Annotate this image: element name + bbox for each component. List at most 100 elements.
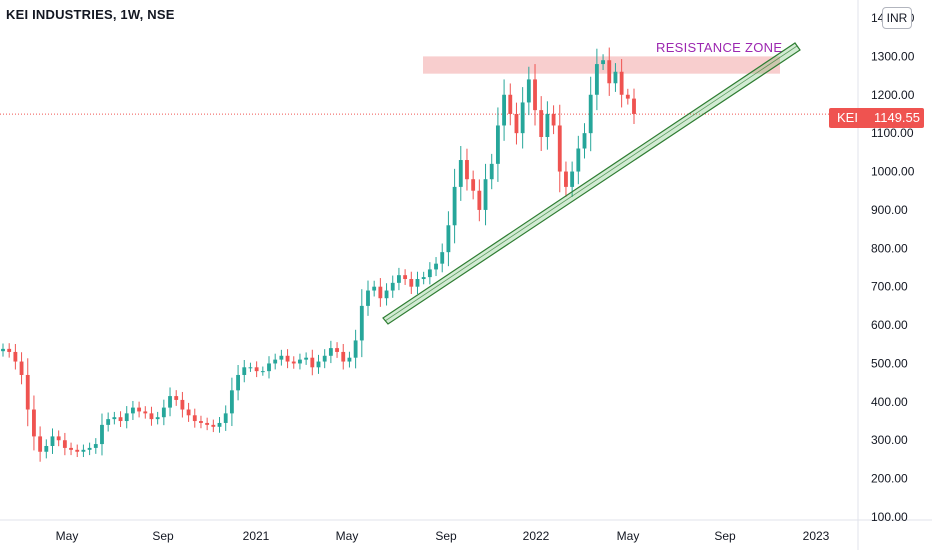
candle-body [483, 179, 488, 210]
y-tick-label: 800.00 [871, 241, 908, 255]
trend-channel-midline [384, 45, 798, 322]
candle-body [489, 163, 494, 180]
candle-body [533, 79, 537, 111]
candle-body [570, 171, 575, 187]
candle-body [81, 449, 86, 452]
candle-body [359, 305, 364, 341]
y-tick-label: 700.00 [871, 280, 908, 294]
y-tick-label: 400.00 [871, 395, 908, 409]
y-tick-label: 1100.00 [871, 126, 914, 140]
candle-body [75, 449, 80, 452]
candle-body [458, 160, 463, 187]
candle-body [254, 367, 259, 372]
y-tick-label: 900.00 [871, 203, 908, 217]
candle-body [434, 263, 438, 270]
last-price-tag: KEI 1149.55 [829, 108, 924, 128]
candle-body [465, 160, 469, 180]
candle-body [205, 422, 210, 425]
chart-title: KEI INDUSTRIES, 1W, NSE [6, 7, 175, 22]
x-tick-label: Sep [152, 529, 174, 543]
candle-body [32, 409, 36, 437]
y-tick-label: 500.00 [871, 356, 908, 370]
candle-body [440, 252, 445, 264]
candle-body [409, 279, 414, 287]
x-tick-label: May [617, 529, 640, 543]
candle-body [186, 409, 191, 416]
candle-body [62, 440, 67, 448]
resistance-zone [423, 56, 780, 74]
candle-body [242, 367, 247, 375]
candle-body [25, 374, 30, 410]
candle-body [471, 179, 476, 191]
candle-body [452, 186, 457, 226]
candle-body [44, 445, 49, 452]
candle-body [112, 417, 117, 420]
candle-body [310, 357, 315, 368]
candle-body [495, 125, 500, 164]
candle-body [236, 374, 240, 391]
candle-body [551, 113, 556, 126]
y-tick-label: 100.00 [871, 510, 908, 524]
candle-body [38, 436, 43, 452]
candle-body [130, 407, 135, 414]
candle-body [446, 225, 451, 253]
candle-body [514, 113, 519, 134]
candle-body [56, 436, 61, 441]
candle-body [285, 355, 290, 362]
y-tick-label: 1200.00 [871, 88, 915, 102]
candle-body [143, 411, 148, 414]
candle-body [174, 396, 179, 400]
candle-body [415, 279, 420, 287]
candle-body [168, 396, 172, 408]
candle-body [427, 269, 432, 278]
price-tag-value: 1149.55 [873, 110, 920, 125]
candle-body [421, 277, 426, 280]
candle-body [50, 436, 55, 446]
candle-body [341, 351, 346, 362]
candle-body [520, 102, 525, 134]
candle-body [613, 71, 618, 84]
candle-body [545, 113, 550, 137]
candle-body [304, 357, 309, 360]
candle-body [211, 424, 216, 427]
candle-body [267, 363, 271, 372]
candle-body [87, 447, 92, 450]
candle-body [607, 60, 612, 84]
candle-body [298, 359, 302, 364]
candle-body [502, 94, 507, 126]
x-tick-label: May [56, 529, 79, 543]
currency-button[interactable]: INR [882, 7, 912, 29]
candle-body [161, 407, 166, 418]
price-tag-symbol: KEI [837, 110, 858, 125]
candle-body [632, 98, 636, 114]
candle-body [155, 417, 160, 420]
candle-body [384, 290, 389, 299]
candle-body [279, 355, 284, 360]
candle-body [7, 348, 12, 352]
x-tick-label: May [336, 529, 359, 543]
candle-body [93, 444, 98, 448]
candle-body [199, 421, 203, 423]
candle-body [248, 367, 253, 369]
x-tick-label: 2022 [523, 529, 550, 543]
x-tick-label: 2023 [803, 529, 830, 543]
candle-body [372, 286, 377, 291]
candle-body [619, 71, 624, 95]
candle-body [539, 110, 544, 137]
candle-body [403, 275, 408, 280]
x-tick-label: 2021 [243, 529, 270, 543]
resistance-zone-label: RESISTANCE ZONE [656, 40, 782, 55]
candle-body [69, 447, 73, 450]
candle-body [347, 357, 352, 362]
y-tick-label: 1000.00 [871, 165, 915, 179]
candle-body [397, 275, 401, 283]
candle-body [625, 94, 630, 99]
y-tick-label: 1300.00 [871, 49, 915, 63]
candle-body [582, 133, 587, 149]
x-tick-label: Sep [435, 529, 457, 543]
candle-body [124, 413, 129, 422]
candle-body [366, 290, 370, 306]
